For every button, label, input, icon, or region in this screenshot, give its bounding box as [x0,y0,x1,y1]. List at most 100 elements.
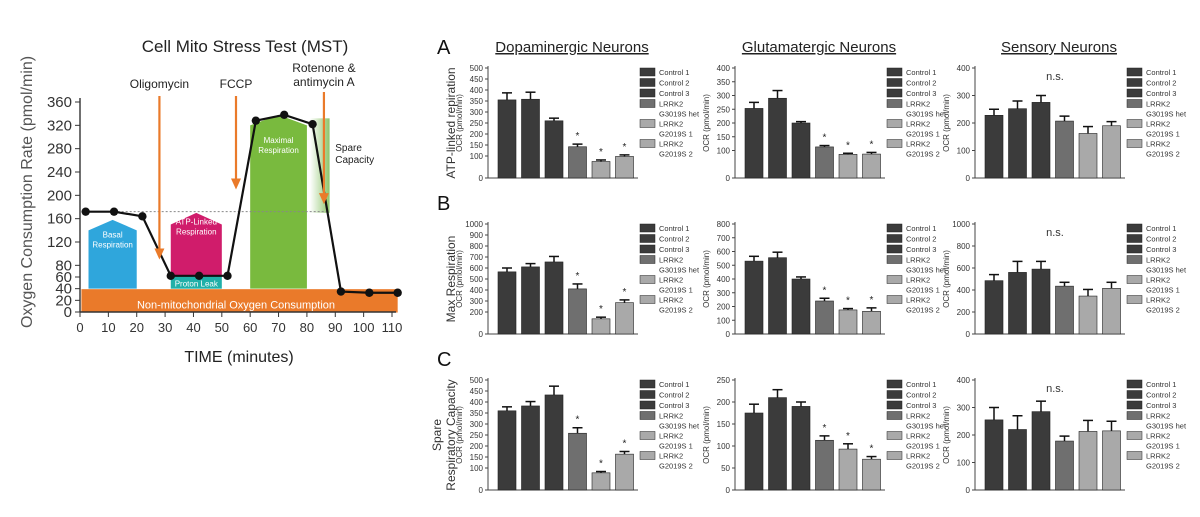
bar [815,300,834,335]
bar [1078,295,1098,335]
legend-label: LRRK2 [906,256,930,265]
panel-y-tick-label: 0 [966,174,971,183]
legend-label: G3019S het [1146,266,1187,275]
row-y-label: Max Respiration [444,236,458,323]
legend-label: G3019S het [659,266,700,275]
legend-label: Control 3 [906,245,936,254]
panel-y-tick-label: 0 [479,330,484,339]
basal-label-line2: Respiration [92,240,132,249]
bar [568,146,587,179]
ocr-trace-point [81,207,90,216]
legend-label: LRRK2 [906,100,930,109]
mst-y-tick-label: 20 [55,292,72,309]
panel-y-tick-label: 100 [470,464,484,473]
legend-label: G2019S 2 [659,150,693,159]
legend-label: G2019S 2 [906,462,940,471]
panel-y-tick-label: 100 [470,152,484,161]
significance-star: * [870,295,874,306]
injection-arrow-head [231,178,241,190]
significance-star: * [846,140,850,151]
legend-label: LRRK2 [1146,100,1170,109]
bar [768,257,787,335]
mst-y-tick-label: 80 [55,257,72,274]
bar-panel: OCR (pmol/min) 0 100 200 300 400 n.s. Control 1… [942,376,1187,495]
legend-swatch [1126,88,1143,98]
significance-star: * [870,139,874,150]
panel-y-tick-label: 200 [957,431,971,440]
legend-label: G3019S het [906,422,947,431]
panel-y-tick-label: 300 [957,404,971,413]
bar [791,122,811,179]
bar-panel: OCR (pmol/min) 0 100 200 300 400 n.s. Control 1… [942,64,1187,183]
bar [1031,411,1051,491]
panel-y-tick-label: 500 [470,64,484,73]
panel-y-tick-label: 100 [717,147,731,156]
mst-x-tick-label: 10 [101,320,115,335]
legend-swatch [639,78,656,87]
legend-swatch [1126,244,1143,254]
injection-arrow-head [318,193,329,205]
legend-label: LRRK2 [906,432,930,441]
panel-y-tick-label: 450 [470,75,484,84]
nonmito-label: Non-mitochondrial Oxygen Consumption [137,299,335,311]
significance-star: * [599,147,603,158]
significance-star: * [823,423,827,434]
legend-swatch [1126,431,1143,440]
ocr-trace-point [251,116,261,125]
legend-label: Control 3 [1146,245,1176,254]
panel-y-tick-label: 300 [470,297,484,306]
bar [1078,133,1098,179]
legend-label: LRRK2 [906,140,930,149]
legend-swatch [886,139,903,148]
panel-y-tick-label: 400 [957,376,971,385]
panel-y-tick-label: 600 [957,264,971,273]
panel-y-tick-label: 0 [726,486,731,495]
legend-swatch [639,139,656,148]
legend-label: Control 1 [659,380,689,389]
bar-panel: OCR (pmol/min) 0 200 300 400 500 600 700 800 900 1… [455,220,700,339]
panel-y-tick-label: 400 [470,398,484,407]
legend-label: Control 1 [659,224,689,233]
panel-y-tick-label: 900 [470,231,484,240]
bar [791,406,811,491]
panel-y-tick-label: 0 [966,330,971,339]
panel-y-tick-label: 50 [721,464,730,473]
legend-swatch [1126,451,1143,460]
legend-label: LRRK2 [1146,276,1170,285]
legend-label: Control 2 [906,79,936,88]
ocr-trace-point [308,119,317,129]
bar [615,156,634,179]
legend-swatch [639,255,656,264]
bar-panel: OCR (pmol/min) 0 100 200 300 400 500 600 700 800 *… [702,220,947,339]
mst-y-tick-label: 0 [64,304,72,321]
panel-y-tick-label: 250 [470,431,484,440]
ocr-trace-point [194,271,204,281]
significance-star: * [576,271,580,282]
panel-y-tick-label: 800 [717,220,731,229]
injection-label: Rotenone & [292,61,355,75]
bar [1008,429,1027,491]
legend-label: LRRK2 [659,452,683,461]
legend-label: Control 2 [1146,391,1176,400]
mst-y-tick-label: 200 [47,187,72,204]
panel-y-tick-label: 100 [717,442,731,451]
legend-swatch [639,400,656,410]
ocr-trace-point [109,207,119,216]
row-y-label: ATP-linked repiration [444,67,458,178]
legend-label: Control 1 [906,68,936,77]
ns-note: n.s. [1046,71,1064,83]
panel-y-tick-label: 300 [717,92,731,101]
legend-label: LRRK2 [906,452,930,461]
legend-label: G2019S 2 [1146,150,1180,159]
leak-label: Proton Leak [175,279,219,288]
legend-swatch [639,451,656,460]
bar [1008,108,1027,179]
legend-swatch [639,379,656,389]
mst-title: Cell Mito Stress Test (MST) [142,37,349,56]
bar [815,439,834,491]
panel-y-tick-label: 300 [957,92,971,101]
mst-y-tick-label: 160 [47,211,72,228]
row-y-label-line1: Spare [430,419,444,451]
panel-y-tick-label: 0 [479,486,484,495]
bar [1102,288,1121,335]
